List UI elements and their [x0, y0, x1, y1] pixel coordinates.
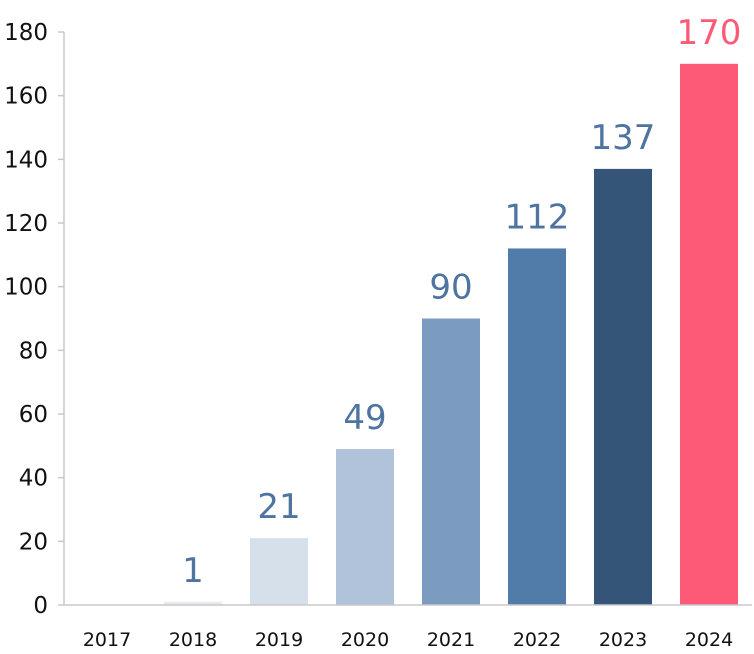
data-label-2022: 112 [505, 197, 570, 237]
x-tick-label-2021: 2021 [427, 629, 475, 651]
x-axis: 2017 2018 2019 2020 2021 2022 2023 2024 [64, 604, 752, 651]
x-tick-label-2022: 2022 [513, 629, 561, 651]
bar-2023 [594, 168, 652, 605]
y-tick-label: 100 [4, 275, 48, 301]
x-tick-label-2020: 2020 [341, 629, 389, 651]
data-label-2021: 90 [429, 268, 472, 308]
x-tick-label-2023: 2023 [599, 629, 647, 651]
data-label-2023: 137 [591, 118, 656, 158]
x-tick-label-2018: 2018 [169, 629, 217, 651]
bar-2022 [508, 248, 566, 605]
bar-2021 [422, 318, 480, 605]
data-label-2018: 1 [182, 551, 204, 591]
y-tick-label: 160 [4, 84, 48, 110]
data-label-2020: 49 [343, 398, 386, 438]
bar-2020 [336, 449, 394, 605]
bar-2018 [164, 601, 222, 605]
y-tick-label: 80 [19, 338, 48, 364]
y-tick-label: 20 [19, 529, 48, 555]
y-tick-label: 0 [33, 593, 48, 619]
y-tick-label: 140 [4, 147, 48, 173]
x-tick-label-2019: 2019 [255, 629, 303, 651]
y-tick-label: 120 [4, 211, 48, 237]
y-tick-label: 60 [19, 402, 48, 428]
y-tick-label: 180 [4, 20, 48, 46]
y-axis: 0 20 40 60 80 100 120 140 160 180 [4, 20, 65, 619]
y-tick-label: 40 [19, 466, 48, 492]
data-labels: 1 21 49 90 112 137 170 [182, 13, 741, 591]
bar-2019 [250, 538, 308, 605]
x-tick-label-2024: 2024 [685, 629, 733, 651]
data-label-2024: 170 [677, 13, 742, 53]
data-label-2019: 21 [257, 487, 300, 527]
bars [164, 63, 738, 606]
x-tick-label-2017: 2017 [83, 629, 131, 651]
bar-2024 [680, 63, 738, 606]
